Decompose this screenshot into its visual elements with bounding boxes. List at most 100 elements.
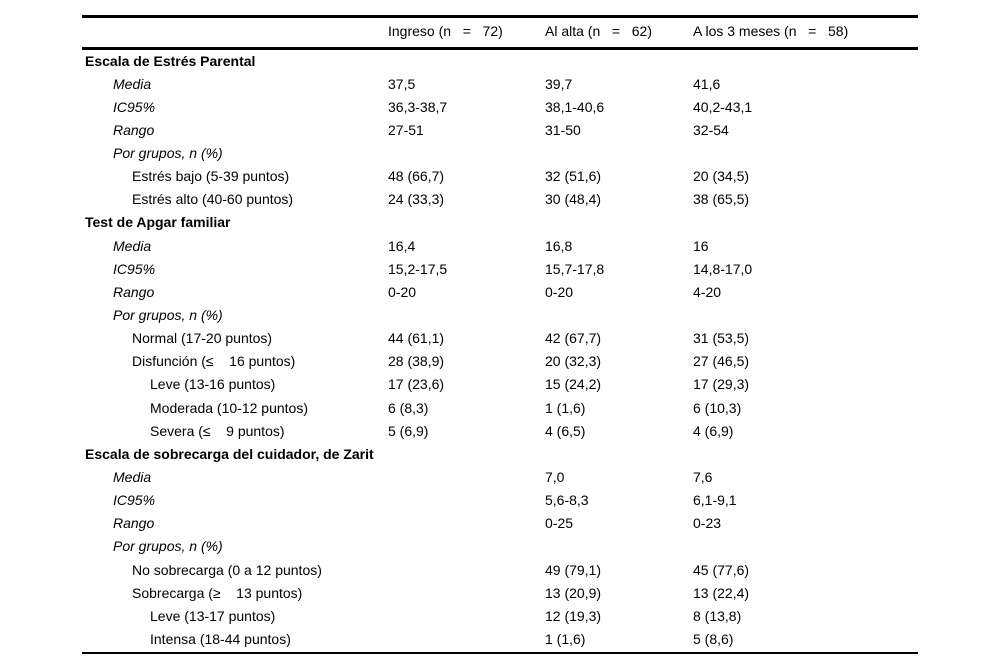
cell-al-alta: 20 (32,3) (545, 353, 602, 370)
table-header-row: Ingreso (n = 72) Al alta (n = 62) A los … (82, 23, 918, 47)
table-row: Por grupos, n (%) (82, 142, 918, 165)
table-row: Moderada (10-12 puntos) 6 (8,3) 1 (1,6) … (82, 397, 918, 420)
cell-ingreso: 17 (23,6) (388, 376, 445, 393)
cell-ingreso: 6 (8,3) (388, 399, 429, 416)
row-label: Media (113, 75, 152, 92)
cell-al-alta: 1 (1,6) (545, 631, 586, 648)
row-label: Severa (≤ 9 puntos) (150, 422, 285, 439)
table-row: Por grupos, n (%) (82, 535, 918, 558)
column-header-3-meses: A los 3 meses (n = 58) (693, 23, 849, 39)
table-row: Leve (13-17 puntos) 12 (19,3) 8 (13,8) (82, 605, 918, 628)
cell-ingreso: 15,2-17,5 (388, 260, 448, 277)
row-label: Disfunción (≤ 16 puntos) (132, 353, 296, 370)
cell-3-meses: 5 (8,6) (693, 631, 734, 648)
cell-3-meses: 4 (6,9) (693, 422, 734, 439)
table-row: Sobrecarga (≥ 13 puntos) 13 (20,9) 13 (2… (82, 582, 918, 605)
cell-al-alta: 42 (67,7) (545, 330, 602, 347)
table-row: Estrés alto (40-60 puntos) 24 (33,3) 30 … (82, 188, 918, 211)
row-label: Por grupos, n (%) (113, 145, 223, 162)
row-label: Normal (17-20 puntos) (132, 330, 273, 347)
cell-3-meses: 38 (65,5) (693, 191, 750, 208)
cell-ingreso: 48 (66,7) (388, 168, 445, 185)
table-row: Disfunción (≤ 16 puntos) 28 (38,9) 20 (3… (82, 350, 918, 373)
table-row: Por grupos, n (%) (82, 304, 918, 327)
cell-3-meses: 45 (77,6) (693, 561, 750, 578)
table-row: Estrés bajo (5-39 puntos) 48 (66,7) 32 (… (82, 165, 918, 188)
cell-3-meses: 16 (693, 237, 709, 254)
row-label: Leve (13-16 puntos) (150, 376, 276, 393)
row-label: Rango (113, 121, 155, 138)
row-label: IC95% (113, 492, 156, 509)
cell-ingreso: 36,3-38,7 (388, 98, 448, 115)
cell-al-alta: 15,7-17,8 (545, 260, 605, 277)
row-label: IC95% (113, 98, 156, 115)
cell-al-alta: 1 (1,6) (545, 399, 586, 416)
row-label: Media (113, 237, 152, 254)
row-label: Estrés alto (40-60 puntos) (132, 191, 294, 208)
row-label: Leve (13-17 puntos) (150, 607, 276, 624)
table-row: IC95% 36,3-38,7 38,1-40,6 40,2-43,1 (82, 96, 918, 119)
cell-al-alta: 12 (19,3) (545, 607, 602, 624)
table-row: Escala de Estrés Parental (82, 50, 918, 73)
cell-al-alta: 0-20 (545, 283, 574, 300)
table-row: IC95% 5,6-8,3 6,1-9,1 (82, 489, 918, 512)
table-row: Media 7,0 7,6 (82, 466, 918, 489)
table-row: Rango 27-51 31-50 32-54 (82, 119, 918, 142)
cell-al-alta: 16,8 (545, 237, 573, 254)
table-row: Rango 0-20 0-20 4-20 (82, 281, 918, 304)
cell-3-meses: 0-23 (693, 515, 722, 532)
cell-al-alta: 39,7 (545, 75, 573, 92)
cell-3-meses: 6,1-9,1 (693, 492, 737, 509)
cell-ingreso: 44 (61,1) (388, 330, 445, 347)
table-row: Severa (≤ 9 puntos) 5 (6,9) 4 (6,5) 4 (6… (82, 420, 918, 443)
row-label: Sobrecarga (≥ 13 puntos) (132, 584, 303, 601)
cell-3-meses: 40,2-43,1 (693, 98, 753, 115)
table-bottom-rule (82, 652, 918, 654)
cell-3-meses: 20 (34,5) (693, 168, 750, 185)
row-label: Media (113, 469, 152, 486)
cell-ingreso: 16,4 (388, 237, 416, 254)
cell-al-alta: 13 (20,9) (545, 584, 602, 601)
cell-3-meses: 32-54 (693, 121, 729, 138)
cell-3-meses: 17 (29,3) (693, 376, 750, 393)
row-label: Por grupos, n (%) (113, 307, 223, 324)
table-top-rule (82, 15, 918, 18)
row-label: Intensa (18-44 puntos) (150, 631, 291, 648)
table-row: Media 37,5 39,7 41,6 (82, 73, 918, 96)
cell-3-meses: 8 (13,8) (693, 607, 742, 624)
table-row: Escala de sobrecarga del cuidador, de Za… (82, 443, 918, 466)
table-row: Test de Apgar familiar (82, 211, 918, 234)
cell-al-alta: 31-50 (545, 121, 581, 138)
table-row: Intensa (18-44 puntos) 1 (1,6) 5 (8,6) (82, 628, 918, 651)
row-label: IC95% (113, 260, 156, 277)
table-body: Escala de Estrés Parental Media 37,5 39,… (82, 50, 918, 652)
cell-3-meses: 6 (10,3) (693, 399, 742, 416)
row-label: Estrés bajo (5-39 puntos) (132, 168, 290, 185)
cell-3-meses: 7,6 (693, 469, 713, 486)
table-row: Rango 0-25 0-23 (82, 512, 918, 535)
table-row: No sobrecarga (0 a 12 puntos) 49 (79,1) … (82, 559, 918, 582)
cell-al-alta: 30 (48,4) (545, 191, 602, 208)
cell-al-alta: 5,6-8,3 (545, 492, 589, 509)
row-label: Test de Apgar familiar (85, 214, 231, 231)
cell-al-alta: 38,1-40,6 (545, 98, 605, 115)
cell-3-meses: 31 (53,5) (693, 330, 750, 347)
cell-ingreso: 27-51 (388, 121, 424, 138)
cell-3-meses: 4-20 (693, 283, 722, 300)
cell-ingreso: 0-20 (388, 283, 417, 300)
row-label: Escala de sobrecarga del cuidador, de Za… (85, 445, 374, 462)
cell-al-alta: 4 (6,5) (545, 422, 586, 439)
table-row: IC95% 15,2-17,5 15,7-17,8 14,8-17,0 (82, 258, 918, 281)
row-label: Moderada (10-12 puntos) (150, 399, 308, 416)
table-row: Normal (17-20 puntos) 44 (61,1) 42 (67,7… (82, 327, 918, 350)
row-label: No sobrecarga (0 a 12 puntos) (132, 561, 322, 578)
cell-3-meses: 27 (46,5) (693, 353, 750, 370)
cell-3-meses: 41,6 (693, 75, 721, 92)
column-header-ingreso: Ingreso (n = 72) (388, 23, 503, 39)
cell-ingreso: 24 (33,3) (388, 191, 445, 208)
row-label: Por grupos, n (%) (113, 538, 223, 555)
column-header-al-alta: Al alta (n = 62) (545, 23, 652, 39)
cell-al-alta: 7,0 (545, 469, 565, 486)
table-row: Leve (13-16 puntos) 17 (23,6) 15 (24,2) … (82, 373, 918, 396)
